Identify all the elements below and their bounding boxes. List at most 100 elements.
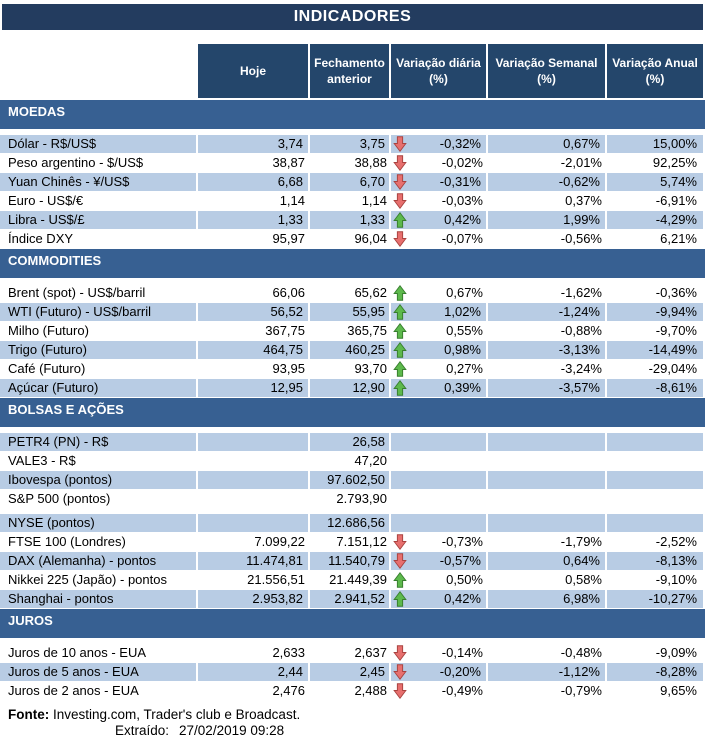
cell-annual-variation xyxy=(607,433,703,451)
cell-weekly-variation xyxy=(488,514,607,532)
trend-up-icon xyxy=(393,212,407,228)
cell-weekly-variation: -0,56% xyxy=(560,231,602,246)
cell-previous-close: 3,75 xyxy=(310,135,391,153)
row-label: Açúcar (Futuro) xyxy=(0,379,198,397)
row-label: FTSE 100 (Londres) xyxy=(8,534,126,549)
cell-annual-variation xyxy=(607,452,703,470)
cell-weekly-variation: 0,58% xyxy=(565,572,602,587)
cell-daily-variation: -0,20% xyxy=(391,663,488,681)
column-header-annual-variation: Variação Anual (%) xyxy=(607,44,703,98)
cell-daily-variation: 0,27% xyxy=(391,360,488,378)
row-label: DAX (Alemanha) - pontos xyxy=(0,552,198,570)
cell-previous-close: 2,637 xyxy=(354,645,387,660)
trend-down-icon xyxy=(393,534,407,550)
trend-down-icon xyxy=(393,174,407,190)
cell-today xyxy=(198,452,310,470)
column-header-today: Hoje xyxy=(198,44,310,98)
cell-today: 6,68 xyxy=(198,173,310,191)
row-label: Juros de 2 anos - EUA xyxy=(8,683,139,698)
cell-weekly-variation: 1,99% xyxy=(488,211,607,229)
trend-down-icon xyxy=(393,155,407,171)
extracted-label: Extraído: xyxy=(115,723,170,738)
footer: Fonte: Investing.com, Trader's club e Br… xyxy=(0,707,705,739)
cell-weekly-variation: -1,79% xyxy=(560,534,602,549)
cell-today: 56,52 xyxy=(198,303,310,321)
trend-down-icon xyxy=(393,136,407,152)
cell-daily-variation: 0,55% xyxy=(391,322,488,340)
cell-daily-variation: -0,03% xyxy=(391,192,488,210)
cell-previous-close: 55,95 xyxy=(310,303,391,321)
cell-weekly-variation: 0,64% xyxy=(488,552,607,570)
section-header: COMMODITIES xyxy=(0,249,705,278)
cell-today: 93,95 xyxy=(272,361,305,376)
cell-daily-variation: -0,02% xyxy=(391,154,488,172)
table-row: FTSE 100 (Londres) 7.099,22 7.151,12 -0,73%… xyxy=(0,533,705,552)
row-label: Peso argentino - $/US$ xyxy=(8,155,144,170)
row-label: VALE3 - R$ xyxy=(8,453,76,468)
cell-previous-close: 38,88 xyxy=(354,155,387,170)
trend-up-icon xyxy=(393,380,407,396)
row-label: Yuan Chinês - ¥/US$ xyxy=(0,173,198,191)
cell-daily-variation: -0,14% xyxy=(391,644,488,662)
table-row: Libra - US$/£ 1,33 1,33 0,42% 1,99% -4,29% xyxy=(0,211,705,230)
cell-annual-variation: -10,27% xyxy=(607,590,703,608)
cell-previous-close: 65,62 xyxy=(354,285,387,300)
cell-annual-variation: -9,94% xyxy=(607,303,703,321)
table-row: Juros de 10 anos - EUA 2,633 2,637 -0,14% -0… xyxy=(0,644,705,663)
source-text: Investing.com, Trader's club e Broadcast… xyxy=(49,707,301,722)
row-label: Dólar - R$/US$ xyxy=(0,135,198,153)
cell-daily-variation: 0,39% xyxy=(391,379,488,397)
table-row: VALE3 - R$ 47,20 xyxy=(0,452,705,471)
cell-previous-close: 21.449,39 xyxy=(329,572,387,587)
table-body: MOEDAS Dólar - R$/US$ 3,74 3,75 -0,32% 0,67% 1… xyxy=(0,100,705,701)
cell-annual-variation: 5,74% xyxy=(607,173,703,191)
table-row: Milho (Futuro) 367,75 365,75 0,55% -0,88% -9,… xyxy=(0,322,705,341)
cell-daily-variation: -0,31% xyxy=(391,173,488,191)
cell-daily-variation: 0,67% xyxy=(391,284,488,302)
trend-up-icon xyxy=(393,591,407,607)
row-label: Euro - US$/€ xyxy=(8,193,84,208)
table-row: Juros de 2 anos - EUA 2,476 2,488 -0,49% -0,… xyxy=(0,682,705,701)
cell-annual-variation: -0,36% xyxy=(655,285,697,300)
trend-up-icon xyxy=(393,361,407,377)
cell-today: 2,633 xyxy=(272,645,305,660)
row-label: NYSE (pontos) xyxy=(0,514,198,532)
page-title-text: INDICADORES xyxy=(293,8,412,25)
cell-previous-close: 2.941,52 xyxy=(310,590,391,608)
table-row: PETR4 (PN) - R$ 26,58 xyxy=(0,433,705,452)
cell-today: 38,87 xyxy=(272,155,305,170)
trend-up-icon xyxy=(393,304,407,320)
cell-weekly-variation: -0,88% xyxy=(560,323,602,338)
cell-weekly-variation xyxy=(488,471,607,489)
cell-today: 2.953,82 xyxy=(198,590,310,608)
cell-annual-variation xyxy=(607,490,703,508)
cell-weekly-variation: -1,24% xyxy=(488,303,607,321)
cell-weekly-variation xyxy=(488,452,607,470)
cell-annual-variation: -4,29% xyxy=(607,211,703,229)
row-label: Índice DXY xyxy=(8,231,74,246)
trend-down-icon xyxy=(393,645,407,661)
row-label: Nikkei 225 (Japão) - pontos xyxy=(8,572,167,587)
trend-down-icon xyxy=(393,664,407,680)
cell-weekly-variation xyxy=(488,433,607,451)
cell-annual-variation: -8,61% xyxy=(607,379,703,397)
cell-previous-close: 11.540,79 xyxy=(310,552,391,570)
cell-previous-close: 93,70 xyxy=(354,361,387,376)
cell-annual-variation: 92,25% xyxy=(652,155,697,170)
cell-annual-variation: -6,91% xyxy=(655,193,697,208)
cell-today xyxy=(198,433,310,451)
table-row: Café (Futuro) 93,95 93,70 0,27% -3,24% -29,04… xyxy=(0,360,705,379)
cell-weekly-variation: 0,37% xyxy=(565,193,602,208)
cell-weekly-variation: -0,62% xyxy=(488,173,607,191)
trend-down-icon xyxy=(393,231,407,247)
cell-previous-close: 97.602,50 xyxy=(310,471,391,489)
cell-annual-variation: -14,49% xyxy=(607,341,703,359)
cell-today: 66,06 xyxy=(272,285,305,300)
cell-previous-close: 365,75 xyxy=(347,323,387,338)
cell-previous-close: 12,90 xyxy=(310,379,391,397)
cell-weekly-variation: -1,62% xyxy=(560,285,602,300)
table-row: Índice DXY 95,97 96,04 -0,07% -0,56% 6,21% xyxy=(0,230,705,249)
cell-annual-variation: 6,21% xyxy=(660,231,697,246)
cell-previous-close: 2,488 xyxy=(354,683,387,698)
extracted-timestamp: 27/02/2019 09:28 xyxy=(179,723,285,738)
